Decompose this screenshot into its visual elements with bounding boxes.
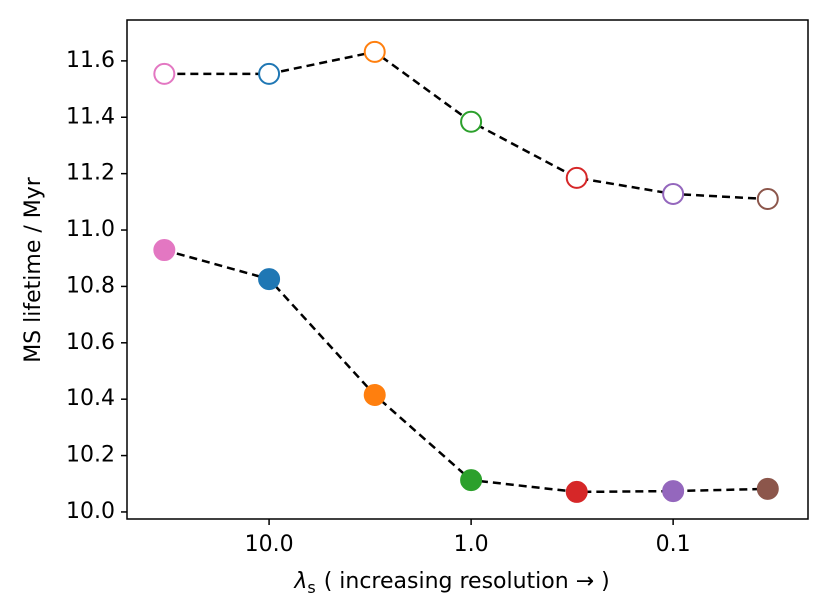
point	[460, 469, 483, 492]
y-tick-label: 11.0	[66, 217, 115, 242]
x-label-text: ( increasing resolution → )	[324, 569, 610, 594]
point	[662, 480, 685, 503]
y-tick-label: 10.2	[66, 443, 115, 468]
point	[258, 62, 281, 85]
x-label-symbol: λ	[293, 569, 307, 594]
x-tick-label: 0.1	[656, 532, 691, 557]
y-tick-label: 11.2	[66, 161, 115, 186]
point	[153, 239, 176, 262]
plot-frame	[126, 19, 809, 520]
point	[565, 480, 588, 503]
x-tick-label: 10.0	[245, 532, 294, 557]
y-axis-label: MS lifetime / Myr	[21, 176, 46, 363]
y-tick-label: 10.0	[66, 499, 115, 524]
point	[363, 40, 386, 63]
y-tick-label: 10.6	[66, 330, 115, 355]
y-tick-label: 11.6	[66, 48, 115, 73]
point	[460, 110, 483, 133]
y-tick-label: 10.4	[66, 386, 115, 411]
point	[756, 477, 779, 500]
point	[565, 166, 588, 189]
x-axis-label: λs ( increasing resolution → )	[293, 569, 609, 597]
y-tick-label: 11.4	[66, 104, 115, 129]
y-tick-label: 10.8	[66, 273, 115, 298]
point	[363, 383, 386, 406]
x-tick-label: 1.0	[454, 532, 489, 557]
point	[756, 188, 779, 211]
x-label-subscript: s	[307, 578, 315, 597]
series-line	[163, 248, 768, 494]
point	[153, 62, 176, 85]
point	[662, 182, 685, 205]
point	[258, 268, 281, 291]
